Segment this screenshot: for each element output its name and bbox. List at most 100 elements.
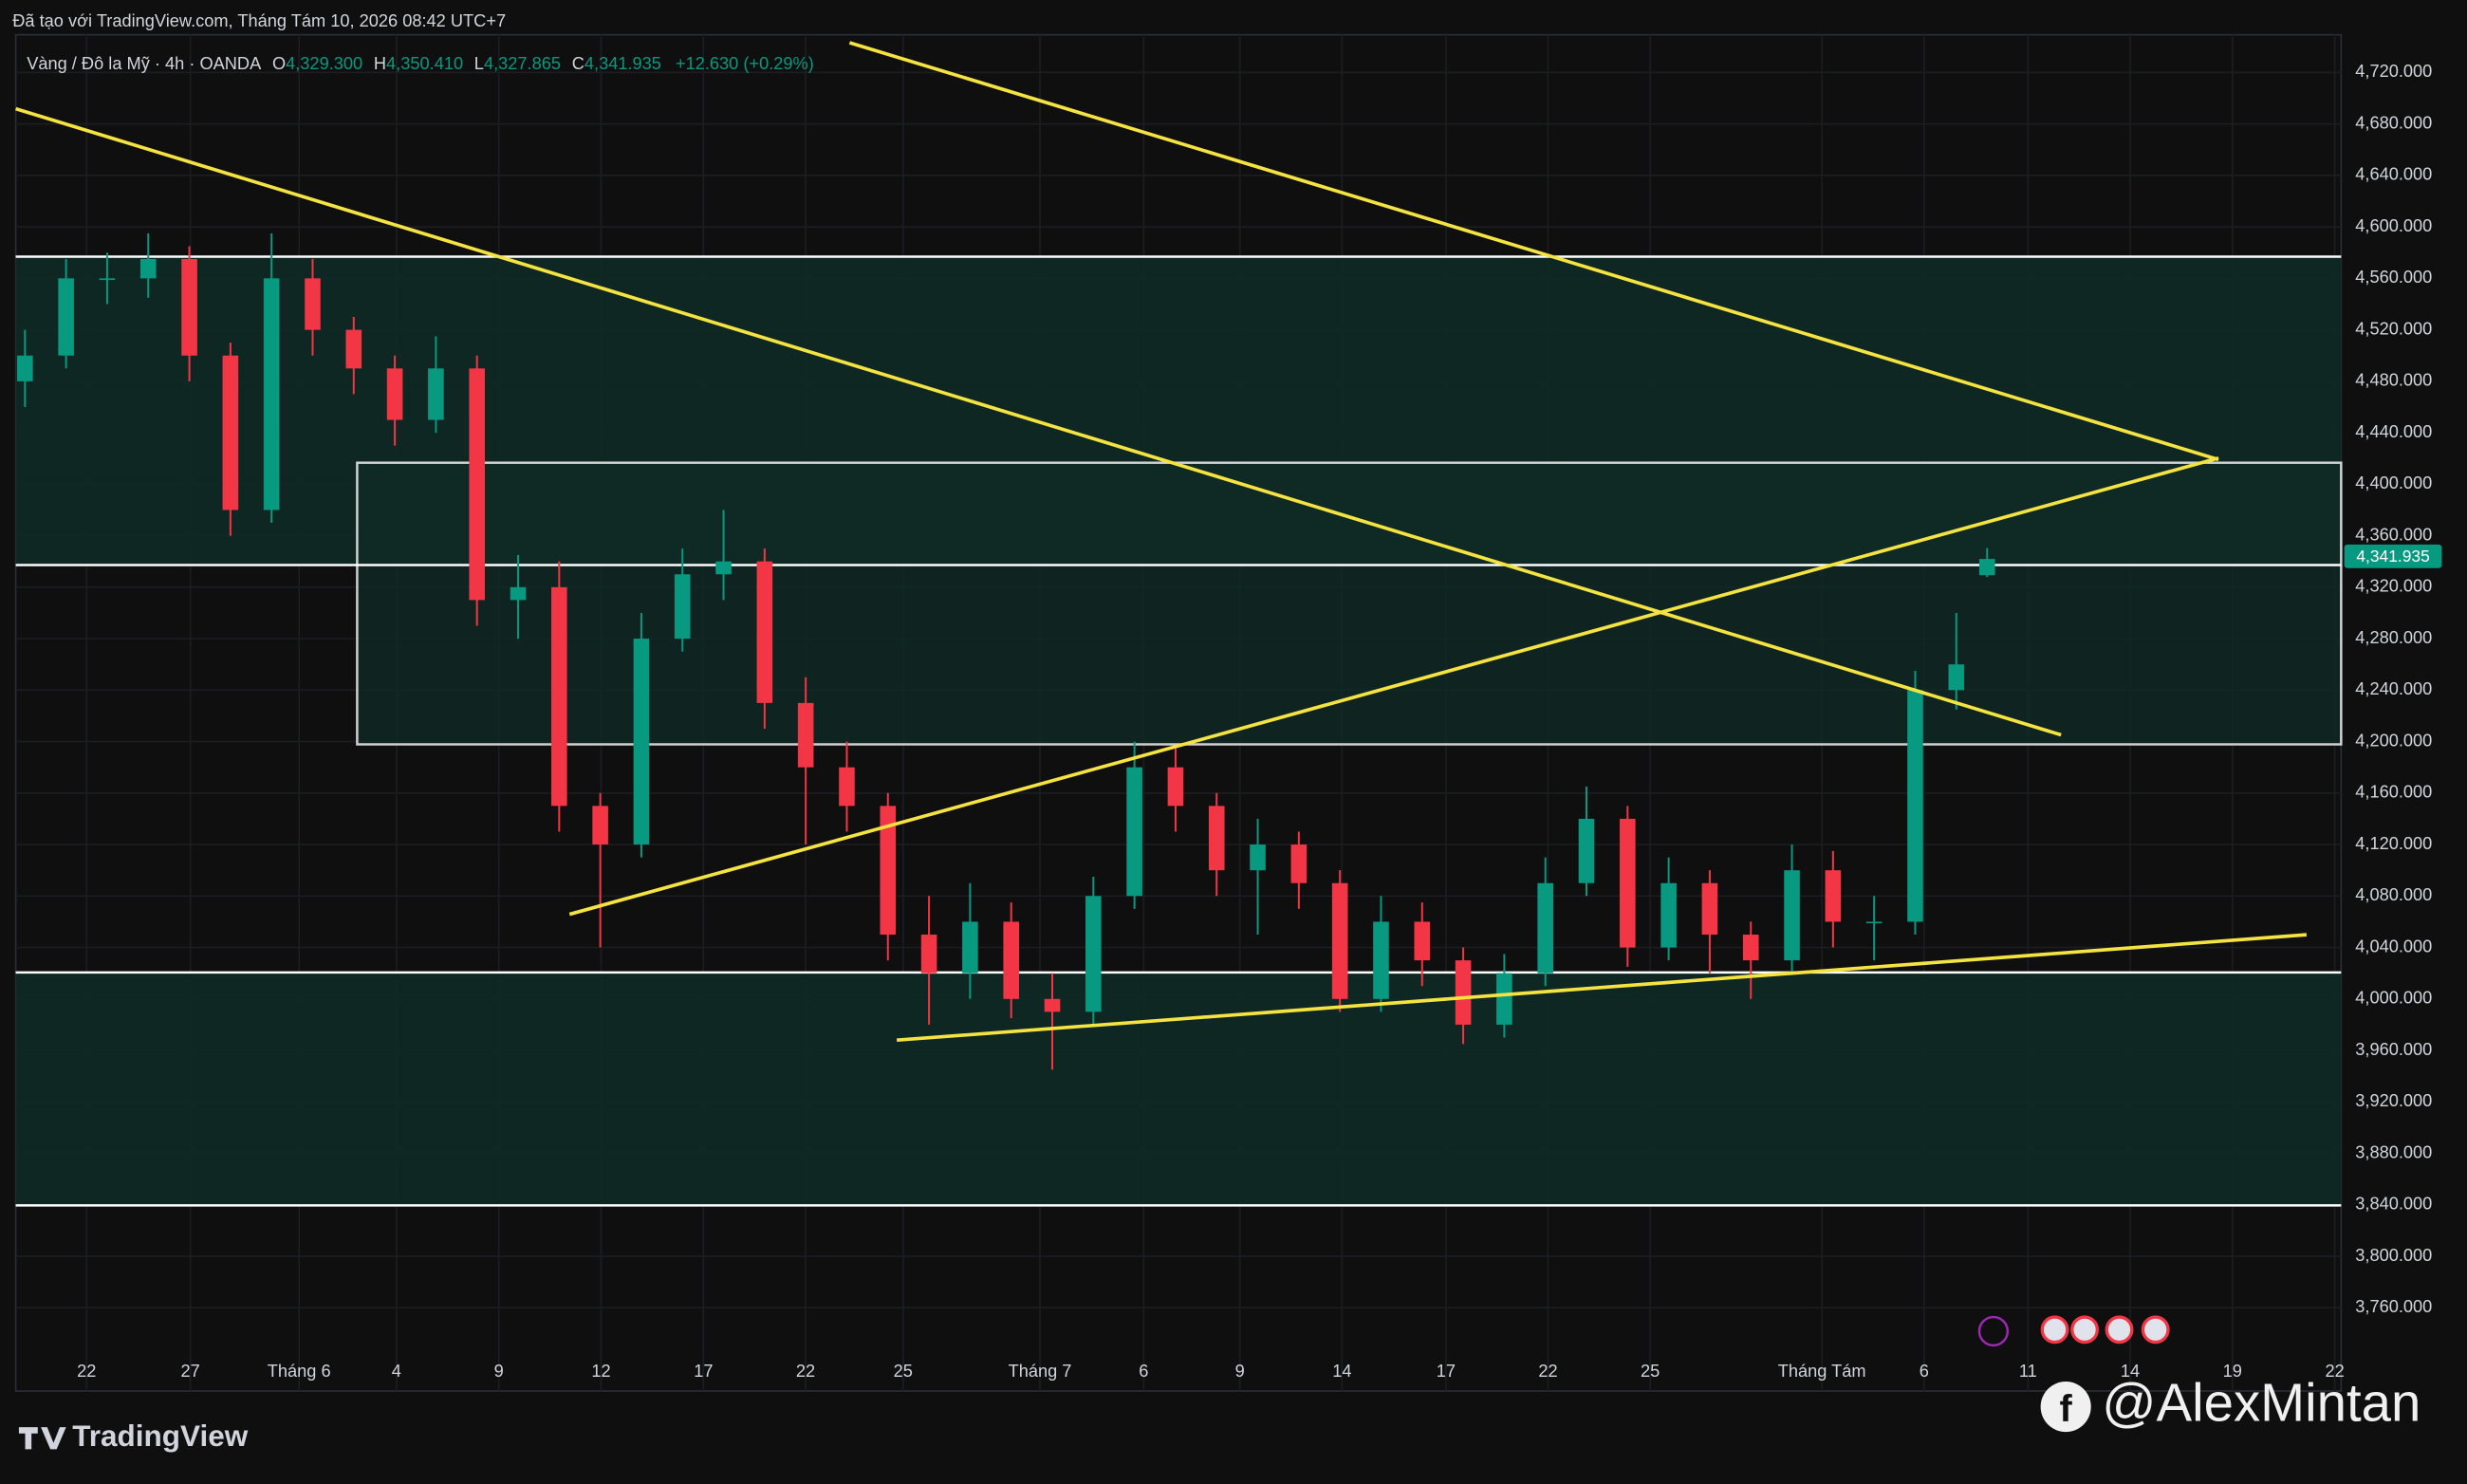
zone-bottom — [15, 972, 2342, 1206]
candle-body — [797, 702, 814, 768]
trend-lines — [15, 41, 2308, 1043]
candle-body — [1250, 844, 1266, 871]
candle-body — [139, 259, 157, 279]
candle-body — [839, 767, 855, 807]
symbol: Vàng / Đô la Mỹ · 4h · OANDA — [27, 53, 262, 73]
x-tick-label: 9 — [1235, 1361, 1245, 1381]
candle-body — [592, 806, 608, 845]
candle-body — [1784, 870, 1800, 961]
x-tick-label: 9 — [494, 1361, 504, 1381]
trend-line — [848, 41, 2219, 462]
y-tick-label: 3,800.000 — [2355, 1245, 2432, 1265]
candle-body — [1978, 559, 1995, 576]
legend: Vàng / Đô la Mỹ · 4h · OANDA O4,329.300 … — [27, 53, 814, 73]
candle-body — [510, 586, 527, 601]
y-tick-label: 4,000.000 — [2355, 988, 2432, 1008]
price-tag — [2344, 544, 2442, 568]
label: C — [572, 53, 584, 73]
label: L — [474, 53, 484, 73]
y-tick-label: 4,640.000 — [2355, 164, 2432, 184]
candle-body — [386, 368, 403, 420]
footer — [0, 1392, 2467, 1484]
candle-body — [181, 259, 197, 356]
watermark: @AlexMintan — [2102, 1372, 2421, 1432]
y-tick-label: 3,840.000 — [2355, 1194, 2432, 1214]
y-tick-label: 4,440.000 — [2355, 421, 2432, 441]
candle-body — [1620, 818, 1636, 948]
x-tick-label: 11 — [2019, 1361, 2037, 1381]
candle-body — [99, 278, 116, 281]
candle-body — [1907, 690, 1923, 922]
y-tick-label: 4,320.000 — [2355, 576, 2432, 596]
y-tick-label: 4,360.000 — [2355, 524, 2432, 544]
icon — [1977, 1315, 2010, 1347]
y-tick-label: 4,120.000 — [2355, 833, 2432, 853]
value: 4,329.300 — [286, 53, 362, 73]
tv-logo — [18, 1427, 66, 1450]
x-tick-label: 27 — [181, 1361, 200, 1381]
candle-body — [263, 278, 280, 510]
candle-body — [551, 586, 567, 807]
y-tick-label: 3,920.000 — [2355, 1090, 2432, 1110]
candle-body — [633, 639, 650, 845]
y-tick-label: 4,480.000 — [2355, 370, 2432, 390]
x-tick-label: 6 — [1920, 1361, 1929, 1381]
y-tick-label: 4,520.000 — [2355, 318, 2432, 338]
candle-body — [222, 355, 239, 510]
candle-body — [756, 561, 773, 703]
candle-body — [1414, 921, 1431, 961]
x-tick-label: 25 — [1641, 1361, 1660, 1381]
y-tick-label: 3,760.000 — [2355, 1296, 2432, 1316]
x-tick-label: 25 — [894, 1361, 913, 1381]
candle-body — [345, 329, 362, 369]
x-tick-label: Tháng 7 — [1009, 1361, 1072, 1381]
brand: TradingView — [72, 1419, 248, 1453]
candle-body — [962, 921, 978, 974]
x-tick-label: Tháng Tám — [1778, 1361, 1866, 1381]
x-tick-label: 22 — [796, 1361, 815, 1381]
candle-body — [1290, 844, 1308, 883]
candle-body — [1496, 973, 1512, 1025]
candle-body — [1660, 882, 1677, 948]
x-tick-label: 22 — [1538, 1361, 1557, 1381]
y-tick-label: 4,680.000 — [2355, 112, 2432, 132]
candle-body — [1701, 882, 1718, 935]
event-icons — [1977, 1315, 2170, 1347]
header-text: Đã tạo với TradingView.com, Tháng Tám 10… — [12, 10, 506, 30]
value: 4,341.935 — [584, 53, 661, 73]
x-tick-label: 14 — [1332, 1361, 1351, 1381]
candle-body — [1126, 767, 1142, 897]
value: 4,350.410 — [386, 53, 463, 73]
icon — [2141, 1315, 2170, 1345]
facebook-icon — [2040, 1382, 2091, 1433]
x-tick-label: 12 — [591, 1361, 610, 1381]
candle-body — [469, 368, 485, 601]
x-tick-label: 6 — [1139, 1361, 1148, 1381]
x-tick-label: 14 — [2121, 1361, 2140, 1381]
value: 4,327.865 — [484, 53, 561, 73]
y-tick-label: 4,240.000 — [2355, 678, 2432, 698]
candle-body — [1373, 921, 1389, 999]
candle-body — [1578, 818, 1595, 883]
x-tick-label: 22 — [77, 1361, 96, 1381]
x-tick-label: Tháng 6 — [268, 1361, 331, 1381]
candle-body — [1537, 882, 1553, 974]
icon — [2040, 1315, 2069, 1345]
change: +12.630 (+0.29%) — [676, 53, 814, 73]
x-tick-label: 22 — [2326, 1361, 2345, 1381]
candle-body — [1948, 664, 1965, 691]
y-tick-label: 4,080.000 — [2355, 884, 2432, 904]
y-tick-label: 4,400.000 — [2355, 473, 2432, 492]
icon — [2070, 1315, 2099, 1345]
candle-body — [1003, 921, 1019, 999]
candle-body — [305, 278, 321, 330]
candle-body — [1331, 882, 1348, 999]
y-tick-label: 3,880.000 — [2355, 1141, 2432, 1161]
y-tick-label: 4,040.000 — [2355, 936, 2432, 955]
y-tick-label: 4,720.000 — [2355, 61, 2432, 81]
candle-body — [920, 934, 937, 974]
candle-body — [674, 574, 691, 640]
y-tick-label: 4,160.000 — [2355, 782, 2432, 802]
candle-body — [17, 355, 33, 381]
